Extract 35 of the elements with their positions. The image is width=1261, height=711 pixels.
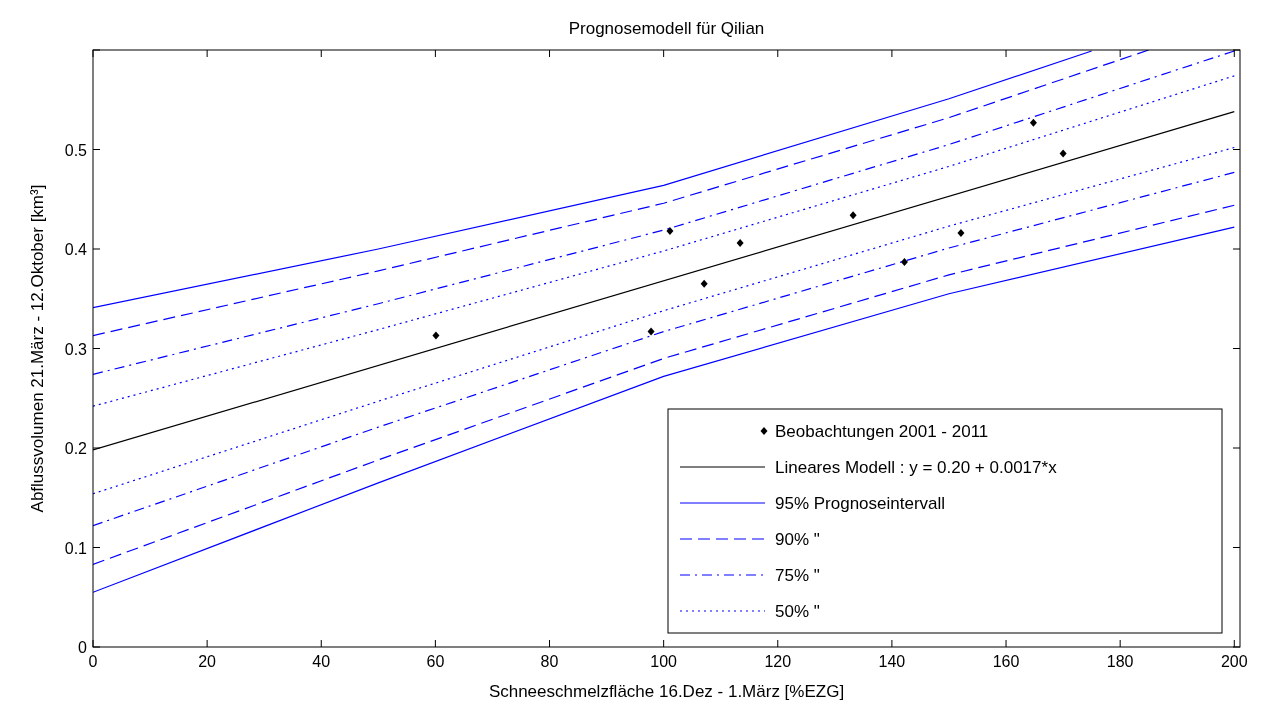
x-axis-title: Schneeschmelzfläche 16.Dez - 1.März [%EZG] [488, 682, 845, 701]
chart-title: Prognosemodell für Qilian [568, 19, 765, 38]
y-tick-label: 0 [78, 639, 88, 656]
legend-label: Lineares Modell : y = 0.20 + 0.0017*x [775, 458, 1058, 477]
point [736, 239, 744, 248]
y-axis-title: Abflussvolumen 21.März - 12.Oktober [km³] [28, 184, 47, 513]
line-series [93, 50, 1235, 375]
y-tick-label: 0.3 [64, 340, 88, 358]
x-tick-label: 200 [1220, 653, 1248, 670]
legend-label: 50% " [775, 602, 820, 621]
y-tick-label: 0.4 [64, 241, 88, 258]
point [432, 331, 440, 340]
y-tick-label: 0.2 [64, 440, 88, 457]
x-tick-label: 60 [426, 653, 445, 670]
x-tick-label: 100 [650, 653, 678, 670]
legend-label: 90% " [775, 530, 820, 549]
legend-label: 75% " [775, 566, 820, 585]
x-tick-label: 120 [764, 653, 792, 670]
x-tick-label: 80 [540, 653, 559, 670]
x-tick-label: 40 [312, 653, 331, 670]
legend-label: 95% Prognoseintervall [775, 494, 946, 513]
y-tick-label: 0.5 [64, 141, 88, 159]
y-tick-label: 0.1 [64, 539, 88, 557]
legend-label: Beobachtungen 2001 - 2011 [775, 422, 989, 441]
x-tick-label: 180 [1106, 653, 1134, 670]
x-tick-label: 140 [878, 653, 906, 670]
x-tick-label: 20 [198, 653, 217, 670]
point [900, 257, 908, 266]
point [647, 327, 655, 336]
point [700, 279, 708, 288]
x-tick-label: 160 [992, 653, 1020, 670]
line-series [93, 75, 1235, 407]
point [1059, 149, 1067, 158]
point [1029, 118, 1037, 127]
point [849, 211, 857, 220]
